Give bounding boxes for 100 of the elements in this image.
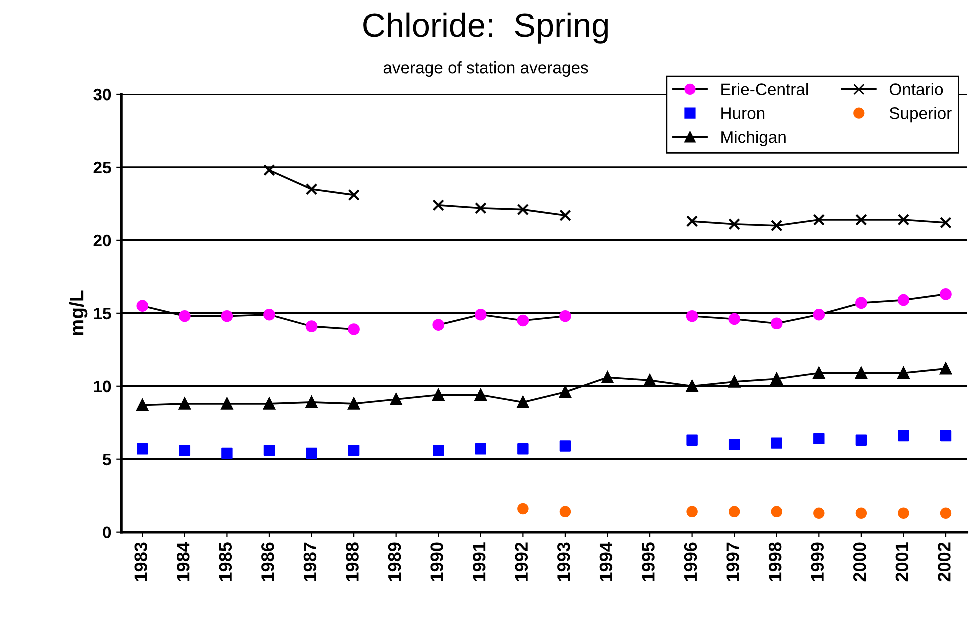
x-tick-label: 1993	[558, 542, 570, 582]
point	[432, 389, 445, 402]
x-tick-label: 1990	[430, 542, 444, 582]
y-tick-label: 30	[94, 88, 112, 101]
x-tick-label: 1988	[346, 542, 359, 582]
point	[222, 448, 233, 460]
x-tick-label: 2002	[938, 542, 951, 582]
point	[390, 394, 402, 406]
point	[560, 386, 572, 398]
y-tick-label: 15	[94, 308, 112, 320]
point	[940, 217, 952, 229]
point	[940, 430, 952, 442]
point	[264, 398, 276, 410]
point	[856, 297, 868, 310]
point	[348, 445, 360, 456]
point	[560, 506, 572, 518]
point	[898, 367, 910, 380]
point	[179, 445, 191, 456]
point	[433, 445, 444, 456]
x-tick-label: 1992	[515, 542, 528, 582]
point	[770, 318, 783, 330]
point	[686, 216, 698, 228]
point	[179, 398, 191, 410]
point	[728, 506, 740, 518]
point	[686, 434, 698, 446]
point	[474, 308, 487, 321]
legend-label: Superior	[890, 107, 952, 123]
legend-label: Erie-Central	[722, 83, 808, 96]
y-tick-label: 5	[103, 454, 112, 466]
point	[813, 308, 826, 321]
point	[814, 433, 825, 445]
y-tick-label: 0	[103, 526, 112, 539]
point	[306, 448, 318, 460]
point	[517, 396, 530, 408]
y-tick-label: 20	[94, 234, 112, 247]
point	[856, 434, 868, 446]
point	[940, 362, 952, 375]
point	[474, 202, 487, 214]
legend-label: Michigan	[722, 130, 786, 147]
point	[517, 204, 530, 216]
x-tick-label: 1995	[642, 542, 655, 582]
point	[770, 373, 783, 386]
point	[264, 164, 276, 176]
point	[686, 506, 698, 518]
x-tick-label: 1985	[219, 542, 232, 582]
point	[728, 218, 740, 230]
point	[898, 430, 910, 442]
point	[264, 445, 276, 456]
point	[898, 214, 910, 226]
point	[602, 372, 614, 384]
point	[940, 508, 952, 519]
x-tick-label: 1986	[262, 542, 274, 582]
point	[560, 310, 572, 322]
legend-label: Ontario	[890, 83, 944, 96]
point	[771, 506, 782, 518]
x-tick-label: 2001	[896, 542, 909, 582]
x-tick-label: 1989	[388, 542, 402, 582]
point	[898, 294, 910, 306]
point	[306, 183, 318, 196]
point	[432, 319, 445, 332]
point	[686, 380, 698, 392]
point	[856, 214, 868, 226]
x-tick-label: 1983	[134, 542, 148, 582]
point	[264, 308, 276, 321]
x-tick-label: 2000	[853, 542, 866, 582]
x-tick-label: 1994	[600, 542, 613, 582]
point	[813, 214, 826, 226]
point	[475, 444, 487, 455]
y-axis-title: mg/L	[69, 290, 88, 336]
point	[686, 310, 698, 322]
point	[306, 396, 318, 408]
point	[136, 300, 149, 312]
point	[179, 310, 191, 322]
point	[813, 367, 826, 380]
point	[221, 398, 234, 410]
y-tick-label: 10	[94, 380, 112, 393]
x-tick-label: 1997	[726, 542, 740, 582]
chart-title: Chloride: Spring	[364, 12, 608, 44]
y-tick-label: 25	[94, 162, 112, 174]
x-tick-label: 1984	[176, 542, 190, 582]
point	[728, 439, 740, 450]
point	[137, 444, 148, 455]
point	[728, 313, 740, 326]
point	[136, 399, 149, 412]
x-tick-label: 1998	[768, 542, 782, 582]
point	[728, 376, 740, 388]
point	[814, 508, 825, 519]
point	[770, 220, 783, 232]
point	[306, 320, 318, 332]
point	[856, 508, 868, 519]
point	[348, 324, 360, 336]
point	[560, 210, 572, 222]
x-tick-label: 1987	[304, 542, 317, 582]
point	[940, 288, 952, 300]
point	[474, 389, 487, 402]
point	[221, 310, 234, 322]
legend-label: Huron	[722, 108, 765, 120]
point	[560, 440, 572, 452]
x-tick-label: 1991	[472, 542, 486, 582]
point	[856, 367, 868, 380]
